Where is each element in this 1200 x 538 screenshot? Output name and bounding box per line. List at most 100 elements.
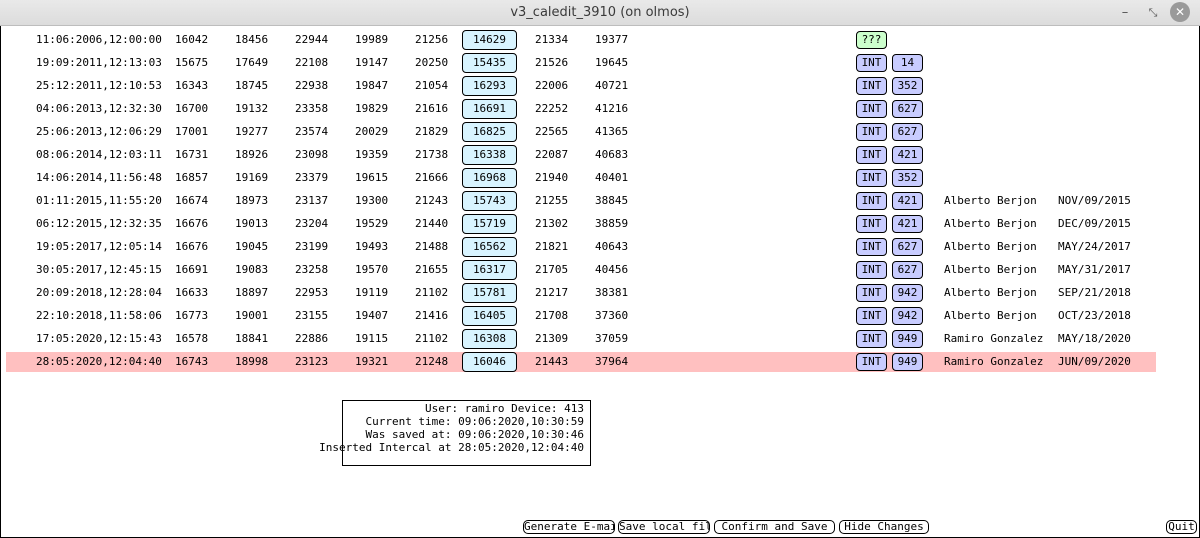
- number-badge[interactable]: 627: [892, 261, 923, 279]
- type-badge[interactable]: INT: [856, 100, 887, 118]
- row-value-button[interactable]: 15743: [462, 191, 517, 211]
- row-value-2: 17649: [235, 56, 269, 69]
- type-badge[interactable]: INT: [856, 238, 887, 256]
- unknown-badge[interactable]: ???: [856, 31, 887, 49]
- row-value-2: 19045: [235, 240, 269, 253]
- type-badge[interactable]: INT: [856, 261, 887, 279]
- number-badge[interactable]: 421: [892, 146, 923, 164]
- row-value-button[interactable]: 16405: [462, 306, 517, 326]
- row-value-button[interactable]: 16825: [462, 122, 517, 142]
- row-value-button[interactable]: 16293: [462, 76, 517, 96]
- table-row[interactable]: 17:05:2020,12:15:43 16578 18841 22886 19115 2…: [6, 329, 1156, 349]
- row-value-3: 23098: [295, 148, 329, 161]
- row-value-button[interactable]: 16046: [462, 352, 517, 372]
- number-badge[interactable]: 949: [892, 330, 923, 348]
- row-value-3: 23204: [295, 217, 329, 230]
- table-row[interactable]: 01:11:2015,11:55:20 16674 18973 23137 19300 2…: [6, 191, 1156, 211]
- row-value-button[interactable]: 15435: [462, 53, 517, 73]
- table-row[interactable]: 14:06:2014,11:56:48 16857 19169 23379 19615 2…: [6, 168, 1156, 188]
- number-badge[interactable]: 352: [892, 77, 923, 95]
- row-value-5: 21054: [415, 79, 449, 92]
- row-value-button[interactable]: 16308: [462, 329, 517, 349]
- row-value-2: 18998: [235, 355, 269, 368]
- row-value-7: 21334: [535, 33, 569, 46]
- row-value-7: 21217: [535, 286, 569, 299]
- row-user: Alberto Berjon: [944, 263, 1037, 276]
- type-badge[interactable]: INT: [856, 54, 887, 72]
- number-badge[interactable]: 949: [892, 353, 923, 371]
- row-value-button[interactable]: 16562: [462, 237, 517, 257]
- row-value-7: 21302: [535, 217, 569, 230]
- type-badge[interactable]: INT: [856, 330, 887, 348]
- row-value-7: 22087: [535, 148, 569, 161]
- table-row[interactable]: 19:09:2011,12:13:03 15675 17649 22108 19147 2…: [6, 53, 1156, 73]
- table-row[interactable]: 19:05:2017,12:05:14 16676 19045 23199 19493 2…: [6, 237, 1156, 257]
- number-badge[interactable]: 942: [892, 284, 923, 302]
- table-row[interactable]: 04:06:2013,12:32:30 16700 19132 23358 19829 2…: [6, 99, 1156, 119]
- type-badge[interactable]: INT: [856, 169, 887, 187]
- generate-email-button[interactable]: Generate E-mail: [523, 520, 615, 534]
- number-badge[interactable]: 627: [892, 100, 923, 118]
- row-value-7: 21705: [535, 263, 569, 276]
- number-badge[interactable]: 627: [892, 123, 923, 141]
- row-value-5: 21416: [415, 309, 449, 322]
- table-row[interactable]: 30:05:2017,12:45:15 16691 19083 23258 19570 2…: [6, 260, 1156, 280]
- maximize-icon[interactable]: ⤡: [1148, 6, 1158, 19]
- row-value-button[interactable]: 16968: [462, 168, 517, 188]
- type-badge[interactable]: INT: [856, 146, 887, 164]
- row-value-5: 20250: [415, 56, 449, 69]
- save-local-file-button[interactable]: Save local file: [618, 520, 710, 534]
- table-row[interactable]: 25:12:2011,12:10:53 16343 18745 22938 19847 2…: [6, 76, 1156, 96]
- row-value-5: 21655: [415, 263, 449, 276]
- row-value-8: 41216: [595, 102, 629, 115]
- number-badge[interactable]: 14: [892, 54, 923, 72]
- table-row[interactable]: 06:12:2015,12:32:35 16676 19013 23204 19529 2…: [6, 214, 1156, 234]
- type-badge[interactable]: INT: [856, 77, 887, 95]
- table-row[interactable]: 08:06:2014,12:03:11 16731 18926 23098 19359 2…: [6, 145, 1156, 165]
- table-row[interactable]: 22:10:2018,11:58:06 16773 19001 23155 19407 2…: [6, 306, 1156, 326]
- type-badge[interactable]: INT: [856, 353, 887, 371]
- hide-changes-button[interactable]: Hide Changes: [839, 520, 929, 534]
- row-timestamp: 22:10:2018,11:58:06: [36, 309, 162, 322]
- row-value-3: 22108: [295, 56, 329, 69]
- close-icon[interactable]: ✕: [1170, 2, 1190, 22]
- number-badge[interactable]: 627: [892, 238, 923, 256]
- table-row[interactable]: 11:06:2006,12:00:00 16042 18456 22944 19989 2…: [6, 30, 1156, 50]
- type-badge[interactable]: INT: [856, 307, 887, 325]
- type-badge[interactable]: INT: [856, 192, 887, 210]
- row-value-3: 23574: [295, 125, 329, 138]
- type-badge[interactable]: INT: [856, 215, 887, 233]
- number-badge[interactable]: 942: [892, 307, 923, 325]
- row-timestamp: 28:05:2020,12:04:40: [36, 355, 162, 368]
- info-saved-time: Was saved at: 09:06:2020,10:30:46: [365, 428, 584, 441]
- row-value-button[interactable]: 16338: [462, 145, 517, 165]
- quit-button[interactable]: Quit: [1166, 520, 1197, 534]
- row-value-button[interactable]: 14629: [462, 30, 517, 50]
- row-value-button[interactable]: 15781: [462, 283, 517, 303]
- number-badge[interactable]: 421: [892, 215, 923, 233]
- row-value-5: 21243: [415, 194, 449, 207]
- number-badge[interactable]: 421: [892, 192, 923, 210]
- row-user: Alberto Berjon: [944, 240, 1037, 253]
- table-row[interactable]: 20:09:2018,12:28:04 16633 18897 22953 19119 2…: [6, 283, 1156, 303]
- row-value-5: 21488: [415, 240, 449, 253]
- row-value-button[interactable]: 16691: [462, 99, 517, 119]
- row-value-4: 19147: [355, 56, 389, 69]
- type-badge[interactable]: INT: [856, 123, 887, 141]
- row-value-button[interactable]: 15719: [462, 214, 517, 234]
- row-timestamp: 30:05:2017,12:45:15: [36, 263, 162, 276]
- type-badge[interactable]: INT: [856, 284, 887, 302]
- row-value-5: 21102: [415, 332, 449, 345]
- row-user: Ramiro Gonzalez: [944, 355, 1044, 368]
- number-badge[interactable]: 352: [892, 169, 923, 187]
- minimize-icon[interactable]: –: [1121, 5, 1129, 20]
- row-timestamp: 11:06:2006,12:00:00: [36, 33, 162, 46]
- row-value-button[interactable]: 16317: [462, 260, 517, 280]
- row-value-4: 19119: [355, 286, 389, 299]
- table-row[interactable]: 25:06:2013,12:06:29 17001 19277 23574 20029 2…: [6, 122, 1156, 142]
- table-row[interactable]: 28:05:2020,12:04:40 16743 18998 23123 19321 2…: [6, 352, 1156, 372]
- row-value-8: 37059: [595, 332, 629, 345]
- confirm-and-save-button[interactable]: Confirm and Save: [714, 520, 835, 534]
- row-timestamp: 08:06:2014,12:03:11: [36, 148, 162, 161]
- row-value-8: 37360: [595, 309, 629, 322]
